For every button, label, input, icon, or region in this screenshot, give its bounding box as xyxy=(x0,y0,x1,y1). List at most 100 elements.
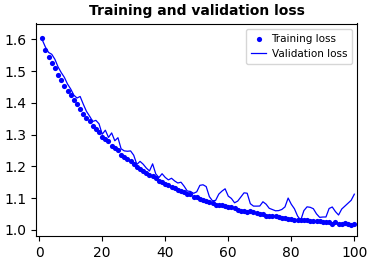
Training loss xyxy=(339,221,345,226)
Title: Training and validation loss: Training and validation loss xyxy=(89,4,305,18)
Training loss xyxy=(178,189,184,194)
Training loss xyxy=(254,211,260,215)
Training loss xyxy=(200,198,206,202)
Training loss xyxy=(143,171,149,175)
Validation loss xyxy=(40,38,45,41)
Training loss xyxy=(162,182,168,186)
Training loss xyxy=(39,36,45,40)
Training loss xyxy=(298,218,304,222)
Training loss xyxy=(263,214,269,218)
Validation loss xyxy=(201,183,205,186)
Training loss xyxy=(244,210,250,214)
Training loss xyxy=(260,212,266,216)
Training loss xyxy=(93,127,99,131)
Training loss xyxy=(194,195,200,199)
Training loss xyxy=(288,217,294,221)
Training loss xyxy=(134,165,140,169)
Training loss xyxy=(241,209,247,213)
Validation loss xyxy=(330,205,334,209)
Training loss xyxy=(333,220,339,224)
Validation loss xyxy=(352,193,356,196)
Training loss xyxy=(90,124,96,128)
Training loss xyxy=(247,209,253,214)
Training loss xyxy=(65,89,71,93)
Training loss xyxy=(96,129,102,134)
Training loss xyxy=(273,214,279,218)
Training loss xyxy=(106,139,112,144)
Training loss xyxy=(109,144,115,148)
Validation loss xyxy=(226,195,231,198)
Training loss xyxy=(285,216,291,221)
Training loss xyxy=(269,214,275,218)
Training loss xyxy=(166,183,171,187)
Training loss xyxy=(310,219,316,223)
Training loss xyxy=(345,221,351,226)
Training loss xyxy=(153,176,159,180)
Training loss xyxy=(42,48,48,53)
Training loss xyxy=(52,66,58,70)
Training loss xyxy=(314,219,320,223)
Training loss xyxy=(279,216,285,220)
Training loss xyxy=(238,209,244,213)
Training loss xyxy=(184,192,190,196)
Training loss xyxy=(71,98,77,102)
Training loss xyxy=(203,199,209,203)
Training loss xyxy=(159,180,165,184)
Training loss xyxy=(175,188,181,192)
Legend: Training loss, Validation loss: Training loss, Validation loss xyxy=(246,29,352,64)
Training loss xyxy=(216,203,222,208)
Training loss xyxy=(115,148,121,153)
Training loss xyxy=(128,159,134,163)
Training loss xyxy=(336,221,341,226)
Training loss xyxy=(329,221,335,226)
Training loss xyxy=(276,215,282,219)
Training loss xyxy=(55,73,61,77)
Training loss xyxy=(137,166,143,171)
Training loss xyxy=(232,206,238,211)
Training loss xyxy=(235,208,241,213)
Training loss xyxy=(181,190,187,194)
Training loss xyxy=(323,220,329,224)
Training loss xyxy=(87,119,93,123)
Training loss xyxy=(46,55,52,59)
Training loss xyxy=(351,222,357,226)
Training loss xyxy=(250,210,256,214)
Line: Validation loss: Validation loss xyxy=(42,40,354,220)
Training loss xyxy=(206,200,212,204)
Training loss xyxy=(209,201,215,205)
Training loss xyxy=(49,61,55,65)
Training loss xyxy=(147,173,153,177)
Training loss xyxy=(83,116,89,120)
Training loss xyxy=(102,137,108,141)
Training loss xyxy=(197,197,203,201)
Training loss xyxy=(112,146,118,150)
Training loss xyxy=(317,219,323,223)
Training loss xyxy=(266,214,272,218)
Validation loss xyxy=(113,139,117,142)
Training loss xyxy=(348,223,354,227)
Training loss xyxy=(219,203,225,207)
Training loss xyxy=(74,102,80,106)
Training loss xyxy=(257,212,263,216)
Training loss xyxy=(282,216,288,220)
Training loss xyxy=(131,162,137,166)
Training loss xyxy=(213,202,219,207)
Validation loss xyxy=(298,219,303,222)
Training loss xyxy=(58,78,64,82)
Training loss xyxy=(80,112,86,116)
Training loss xyxy=(140,169,146,173)
Training loss xyxy=(150,174,155,178)
Training loss xyxy=(121,154,127,159)
Training loss xyxy=(124,157,130,161)
Training loss xyxy=(320,220,326,224)
Training loss xyxy=(228,205,234,209)
Training loss xyxy=(68,93,74,98)
Training loss xyxy=(304,218,310,222)
Training loss xyxy=(169,185,174,189)
Validation loss xyxy=(340,208,344,211)
Training loss xyxy=(225,205,231,209)
Training loss xyxy=(342,221,348,225)
Training loss xyxy=(326,220,332,224)
Training loss xyxy=(190,195,196,199)
Training loss xyxy=(61,84,67,88)
